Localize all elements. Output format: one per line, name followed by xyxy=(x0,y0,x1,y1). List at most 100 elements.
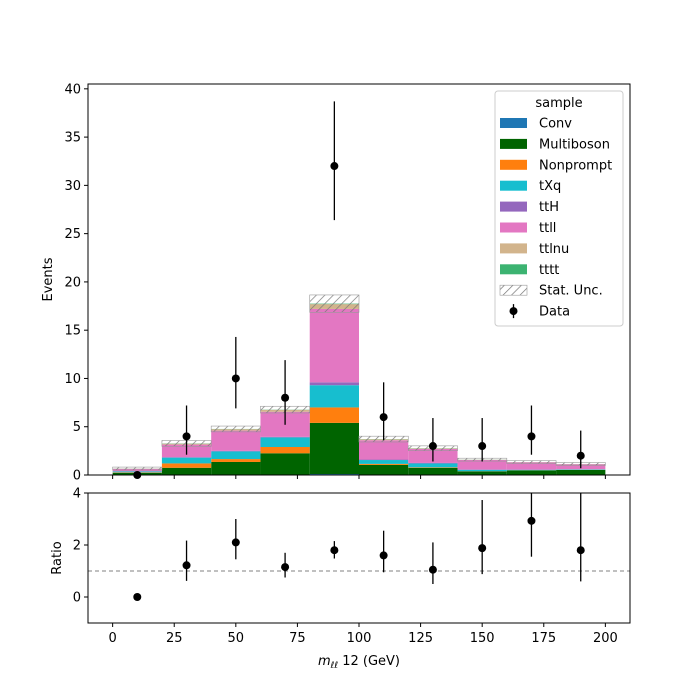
legend-swatch-tth xyxy=(500,201,527,212)
legend-label-txq: tXq xyxy=(539,179,561,194)
ratio-x-ticks: 0 25 50 75 100 125 150 175 200 xyxy=(108,623,618,646)
main-y-axis-label: Events xyxy=(41,257,56,301)
legend-swatch-multiboson xyxy=(500,138,527,149)
legend-label-stat-unc-: Stat. Unc. xyxy=(539,284,603,299)
ratio-point-4 xyxy=(330,546,339,555)
data-point-7 xyxy=(478,442,487,451)
x-axis-label-rest: 12 (GeV) xyxy=(338,654,400,669)
legend-label-multiboson: Multiboson xyxy=(539,137,610,152)
legend-label-tttt: tttt xyxy=(539,263,559,278)
bar-multiboson-bin-2 xyxy=(211,461,261,475)
data-point-8 xyxy=(527,432,536,441)
bar-ttll-bin-8 xyxy=(506,462,557,470)
legend-swatch-stat-unc xyxy=(499,284,528,296)
bar-multiboson-bin-5 xyxy=(359,464,409,475)
bar-txq-bin-7 xyxy=(457,469,507,472)
x-tick-label-200: 200 xyxy=(593,631,618,646)
x-tick-label-100: 100 xyxy=(347,631,372,646)
bar-txq-bin-5 xyxy=(359,460,409,464)
main-y-tick-label-30: 30 xyxy=(64,179,81,194)
ratio-point-9 xyxy=(576,546,585,555)
x-axis-label-sub: ℓℓ xyxy=(330,661,338,671)
main-y-ticks: 0 5 10 15 20 25 30 35 40 xyxy=(64,82,88,484)
ratio-points xyxy=(133,493,585,601)
main-y-tick-label-0: 0 xyxy=(73,469,81,484)
stat-unc-band-bin-0 xyxy=(112,466,163,471)
main-y-tick-label-5: 5 xyxy=(73,420,81,435)
bar-multiboson-bin-8 xyxy=(506,470,557,475)
data-point-5 xyxy=(379,413,388,422)
data-points xyxy=(133,101,585,479)
ratio-point-0 xyxy=(133,593,142,601)
ratio-point-5 xyxy=(379,551,388,560)
stat-unc-band-bin-2 xyxy=(210,425,261,433)
data-point-2 xyxy=(231,374,240,383)
x-tick-label-50: 50 xyxy=(228,631,245,646)
bar-ttll-bin-5 xyxy=(359,440,409,460)
bar-ttll-bin-7 xyxy=(457,459,507,470)
stacked-bars xyxy=(112,303,606,475)
ratio-y-tick-label-0: 0 xyxy=(73,591,81,606)
x-tick-label-150: 150 xyxy=(470,631,495,646)
bar-tth-bin-4 xyxy=(309,382,359,386)
main-x-ticks xyxy=(112,475,606,479)
main-y-tick-label-35: 35 xyxy=(64,131,81,146)
bar-txq-bin-6 xyxy=(408,463,458,468)
x-axis-label: mℓℓ 12 (GeV) xyxy=(318,654,400,671)
main-y-tick-label-25: 25 xyxy=(64,227,81,242)
x-tick-label-175: 175 xyxy=(531,631,556,646)
ratio-point-2 xyxy=(231,538,240,547)
legend-marker-data xyxy=(509,307,518,316)
bar-multiboson-bin-1 xyxy=(161,467,212,475)
ratio-point-7 xyxy=(478,544,487,553)
main-panel: 0 5 10 15 20 25 30 35 40 Events sample Conv Multib… xyxy=(41,82,631,484)
bar-multiboson-bin-3 xyxy=(260,453,310,475)
x-tick-label-25: 25 xyxy=(166,631,183,646)
bar-nonprompt-bin-4 xyxy=(309,407,359,423)
x-tick-label-75: 75 xyxy=(289,631,306,646)
bar-txq-bin-1 xyxy=(161,457,212,464)
bar-nonprompt-bin-2 xyxy=(211,459,261,462)
legend-label-conv: Conv xyxy=(539,117,572,132)
ratio-point-6 xyxy=(428,565,437,574)
legend-swatch-ttlnu xyxy=(500,243,527,254)
bar-multiboson-bin-7 xyxy=(457,471,507,475)
legend-swatch-ttll xyxy=(500,222,527,233)
ratio-y-axis-label: Ratio xyxy=(50,541,65,574)
bar-txq-bin-4 xyxy=(309,385,359,408)
data-point-6 xyxy=(428,442,437,451)
ratio-y-tick-label-2: 2 xyxy=(73,539,81,554)
legend-label-tth: ttH xyxy=(539,200,559,215)
legend-label-nonprompt: Nonprompt xyxy=(539,158,612,173)
data-point-9 xyxy=(576,451,585,460)
legend-swatch-nonprompt xyxy=(500,159,527,170)
ratio-point-1 xyxy=(182,561,191,570)
main-y-tick-label-10: 10 xyxy=(64,372,81,387)
legend-label-ttll: ttll xyxy=(539,221,556,236)
legend: sample Conv Multiboson Nonprompt tXq ttH ttll t… xyxy=(494,90,624,327)
bar-ttll-bin-4 xyxy=(309,308,359,383)
bar-multiboson-bin-6 xyxy=(408,467,458,475)
legend-swatch-conv xyxy=(500,118,527,128)
ratio-plot-frame xyxy=(87,492,631,624)
data-point-1 xyxy=(182,432,191,441)
bar-txq-bin-3 xyxy=(260,437,310,448)
data-point-3 xyxy=(281,393,290,402)
x-axis-label-m: m xyxy=(318,654,331,669)
legend-title: sample xyxy=(535,96,582,111)
legend-label-data: Data xyxy=(539,305,570,320)
main-y-tick-label-15: 15 xyxy=(64,324,81,339)
data-point-4 xyxy=(330,162,339,171)
ratio-y-ticks: 0 2 4 xyxy=(73,487,88,606)
bar-nonprompt-bin-1 xyxy=(161,463,212,468)
ratio-y-tick-label-4: 4 xyxy=(73,487,81,502)
x-tick-label-125: 125 xyxy=(408,631,433,646)
bar-nonprompt-bin-3 xyxy=(260,447,310,454)
legend-swatch-tttt xyxy=(500,264,527,275)
stat-unc-band-bin-8 xyxy=(506,460,557,464)
main-y-tick-label-40: 40 xyxy=(64,82,81,97)
x-tick-label-0: 0 xyxy=(108,631,116,646)
bar-multiboson-bin-9 xyxy=(556,469,606,475)
bar-nonprompt-bin-5 xyxy=(359,463,409,465)
